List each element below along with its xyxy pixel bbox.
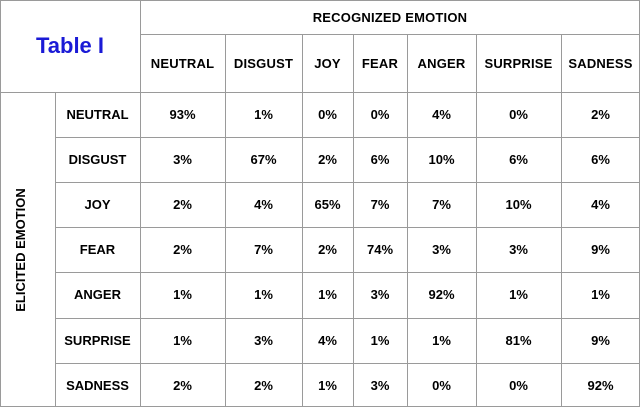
- table-cell: 6%: [370, 152, 390, 168]
- table-cell: 1%: [254, 287, 273, 303]
- table-cell: 2%: [318, 242, 337, 258]
- table-cell: 1%: [254, 107, 273, 123]
- grid-line: [55, 182, 640, 184]
- column-header-surprise: SURPRISE: [484, 55, 553, 71]
- table-cell: 92%: [587, 377, 614, 393]
- table-cell: 4%: [432, 107, 451, 123]
- table-title: Table I: [35, 33, 105, 58]
- table-cell: 67%: [250, 152, 277, 168]
- table-cell: 0%: [318, 107, 337, 123]
- row-header-surprise: SURPRISE: [64, 332, 131, 348]
- table-cell: 3%: [370, 287, 390, 303]
- column-header-anger: ANGER: [417, 55, 466, 71]
- grid-line: [0, 0, 640, 1]
- table-cell: 6%: [591, 152, 610, 168]
- table-cell: 1%: [173, 287, 192, 303]
- table-cell: 10%: [428, 152, 455, 168]
- table-cell: 3%: [509, 242, 528, 258]
- column-header-fear: FEAR: [361, 55, 399, 71]
- grid-line: [55, 362, 640, 364]
- table-cell: 92%: [428, 287, 455, 303]
- table-cell: 4%: [591, 197, 610, 213]
- row-header-fear: FEAR: [79, 242, 116, 258]
- grid-line: [225, 34, 226, 407]
- table-cell: 1%: [509, 287, 528, 303]
- grid-line: [55, 137, 640, 139]
- column-header-neutral: NEUTRAL: [150, 55, 215, 71]
- grid-line: [561, 34, 562, 407]
- table-cell: 7%: [432, 197, 451, 213]
- column-header-disgust: DISGUST: [233, 55, 294, 71]
- grid-line: [55, 92, 56, 407]
- table-cell: 3%: [254, 332, 273, 348]
- grid-line: [302, 34, 303, 407]
- grid-line: [0, 92, 640, 93]
- table-cell: 2%: [591, 107, 610, 123]
- table-cell: 1%: [173, 332, 192, 348]
- row-header-disgust: DISGUST: [68, 152, 127, 168]
- table-cell: 10%: [505, 197, 532, 213]
- table-cell: 0%: [509, 107, 528, 123]
- column-group-label: RECOGNIZED EMOTION: [312, 9, 468, 25]
- grid-line: [55, 227, 640, 229]
- row-header-sadness: SADNESS: [66, 377, 129, 393]
- table-cell: 7%: [370, 197, 390, 213]
- table-cell: 2%: [173, 377, 192, 393]
- table-cell: 4%: [318, 332, 337, 348]
- table-cell: 0%: [370, 107, 390, 123]
- table-cell: 65%: [314, 197, 341, 213]
- grid-line: [55, 317, 640, 319]
- table-cell: 0%: [509, 377, 528, 393]
- table-cell: 2%: [173, 242, 192, 258]
- grid-line: [140, 0, 141, 407]
- table-cell: 6%: [509, 152, 528, 168]
- row-header-anger: ANGER: [74, 287, 121, 303]
- grid-line: [140, 34, 640, 35]
- grid-line: [0, 0, 1, 407]
- table-cell: 9%: [591, 242, 610, 258]
- table-cell: 1%: [591, 287, 610, 303]
- row-header-joy: JOY: [84, 197, 111, 213]
- table-cell: 1%: [370, 332, 390, 348]
- grid-line: [353, 34, 354, 407]
- table-cell: 4%: [254, 197, 273, 213]
- table-cell: 1%: [318, 287, 337, 303]
- row-header-neutral: NEUTRAL: [66, 107, 129, 123]
- grid-line: [55, 272, 640, 274]
- row-group-label: ELICITED EMOTION: [13, 188, 28, 312]
- table-cell: 2%: [318, 152, 337, 168]
- table-cell: 2%: [173, 197, 192, 213]
- table-cell: 1%: [318, 377, 337, 393]
- table-cell: 1%: [432, 332, 451, 348]
- grid-line: [476, 34, 477, 407]
- table-cell: 3%: [173, 152, 192, 168]
- table-cell: 3%: [370, 377, 390, 393]
- table-cell: 0%: [432, 377, 451, 393]
- table-cell: 2%: [254, 377, 273, 393]
- column-header-sadness: SADNESS: [568, 55, 633, 71]
- table-cell: 9%: [591, 332, 610, 348]
- table-cell: 93%: [169, 107, 196, 123]
- table-cell: 3%: [432, 242, 451, 258]
- table-cell: 7%: [254, 242, 273, 258]
- grid-line: [407, 34, 408, 407]
- table-cell: 81%: [505, 332, 532, 348]
- column-header-joy: JOY: [314, 55, 341, 71]
- table-cell: 74%: [366, 242, 394, 258]
